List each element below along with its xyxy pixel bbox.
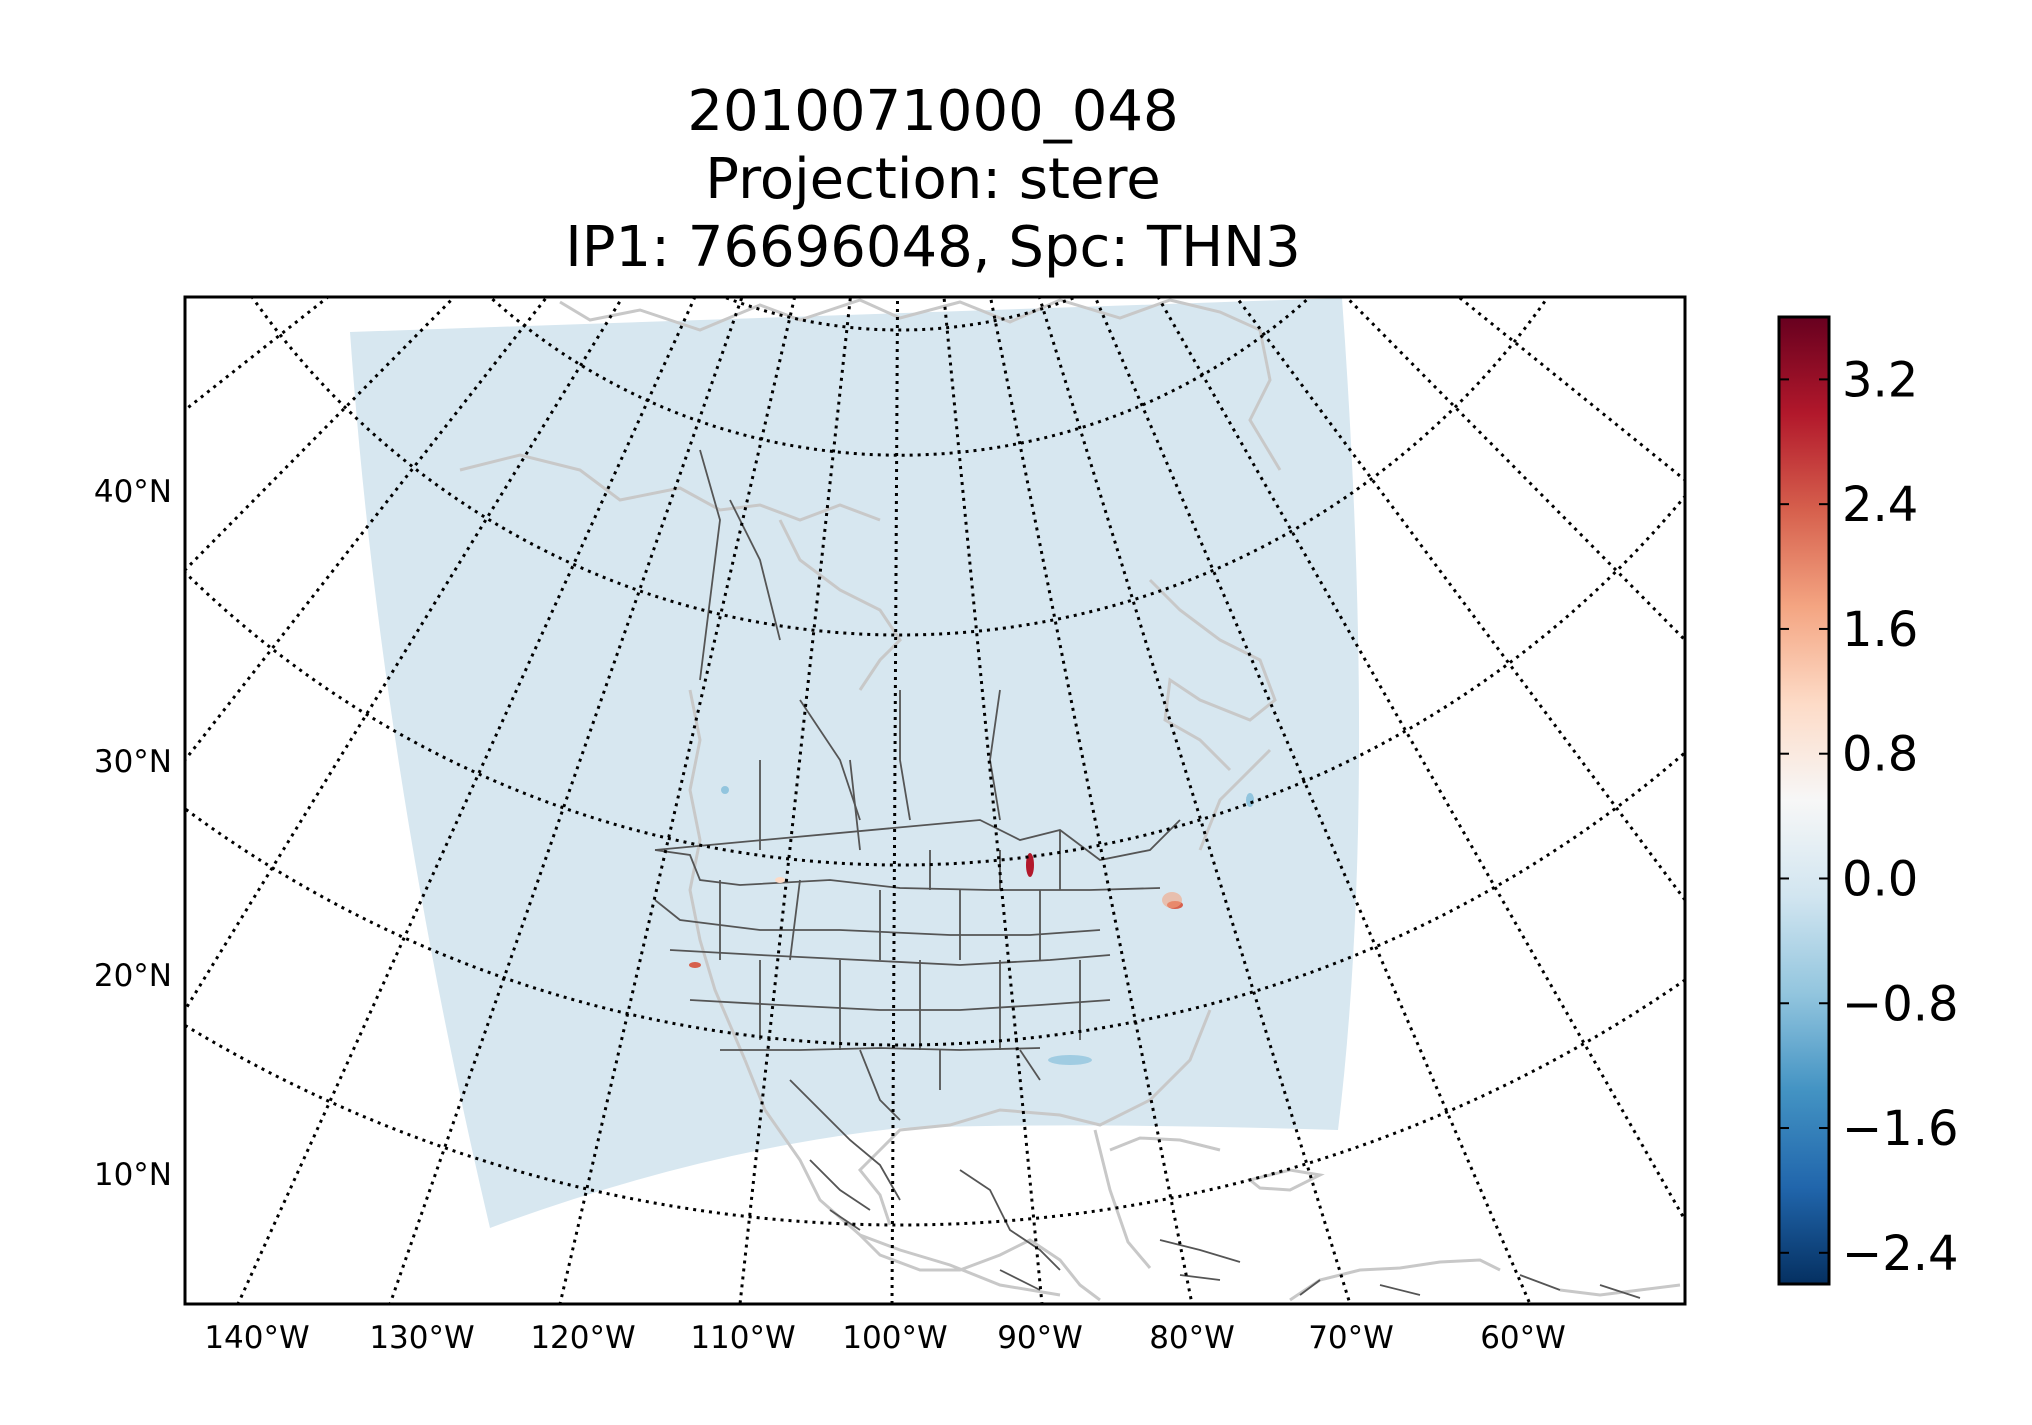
latitude-labels: 40°N 30°N 20°N 10°N [94,474,172,1193]
map-title: 2010071000_048 Projection: stere IP1: 76… [183,78,1683,282]
colorbar-tick-label: 0.8 [1842,727,1918,783]
title-line-projection: Projection: stere [705,147,1161,212]
colorbar [1777,315,1831,1286]
lon-label-100w: 100°W [842,1320,947,1356]
lon-label-90w: 90°W [997,1320,1083,1356]
graticule-meridians [185,297,1685,1304]
colorbar-tick-label: 0.0 [1842,851,1918,907]
lon-label-120w: 120°W [530,1320,635,1356]
graticule-parallels [185,297,1685,1227]
lat-label-40n: 40°N [94,474,172,510]
lon-label-140w: 140°W [204,1320,309,1356]
colorbar-tick-label: 3.2 [1842,352,1918,408]
lat-label-10n: 10°N [94,1157,172,1193]
lon-label-110w: 110°W [690,1320,795,1356]
lon-label-130w: 130°W [369,1320,474,1356]
lat-label-20n: 20°N [94,958,172,994]
colorbar-tick-label: −2.4 [1842,1226,1959,1282]
colorbar-tick-label: 2.4 [1842,477,1918,533]
lat-label-30n: 30°N [94,744,172,780]
lon-label-70w: 70°W [1308,1320,1394,1356]
colorbar-tick-label: −0.8 [1842,976,1959,1032]
title-line-ip1-species: IP1: 76696048, Spc: THN3 [565,215,1301,280]
title-line-timestamp: 2010071000_048 [687,79,1179,144]
political-borders [654,449,1641,1299]
lon-label-60w: 60°W [1480,1320,1566,1356]
map-plot-area [185,297,1685,1304]
lon-label-80w: 80°W [1149,1320,1235,1356]
map-frame [183,295,1687,1306]
coastlines [459,298,1681,1302]
longitude-labels: 140°W 130°W 120°W 110°W 100°W 90°W 80°W … [204,1320,1565,1356]
colorbar-tick-label: 1.6 [1842,602,1918,658]
model-domain-field [350,298,1360,1228]
colorbar-ticks: 3.2 2.4 1.6 0.8 0.0 −0.8 −1.6 −2.4 [1779,352,1959,1282]
colorbar-tick-label: −1.6 [1842,1101,1959,1157]
